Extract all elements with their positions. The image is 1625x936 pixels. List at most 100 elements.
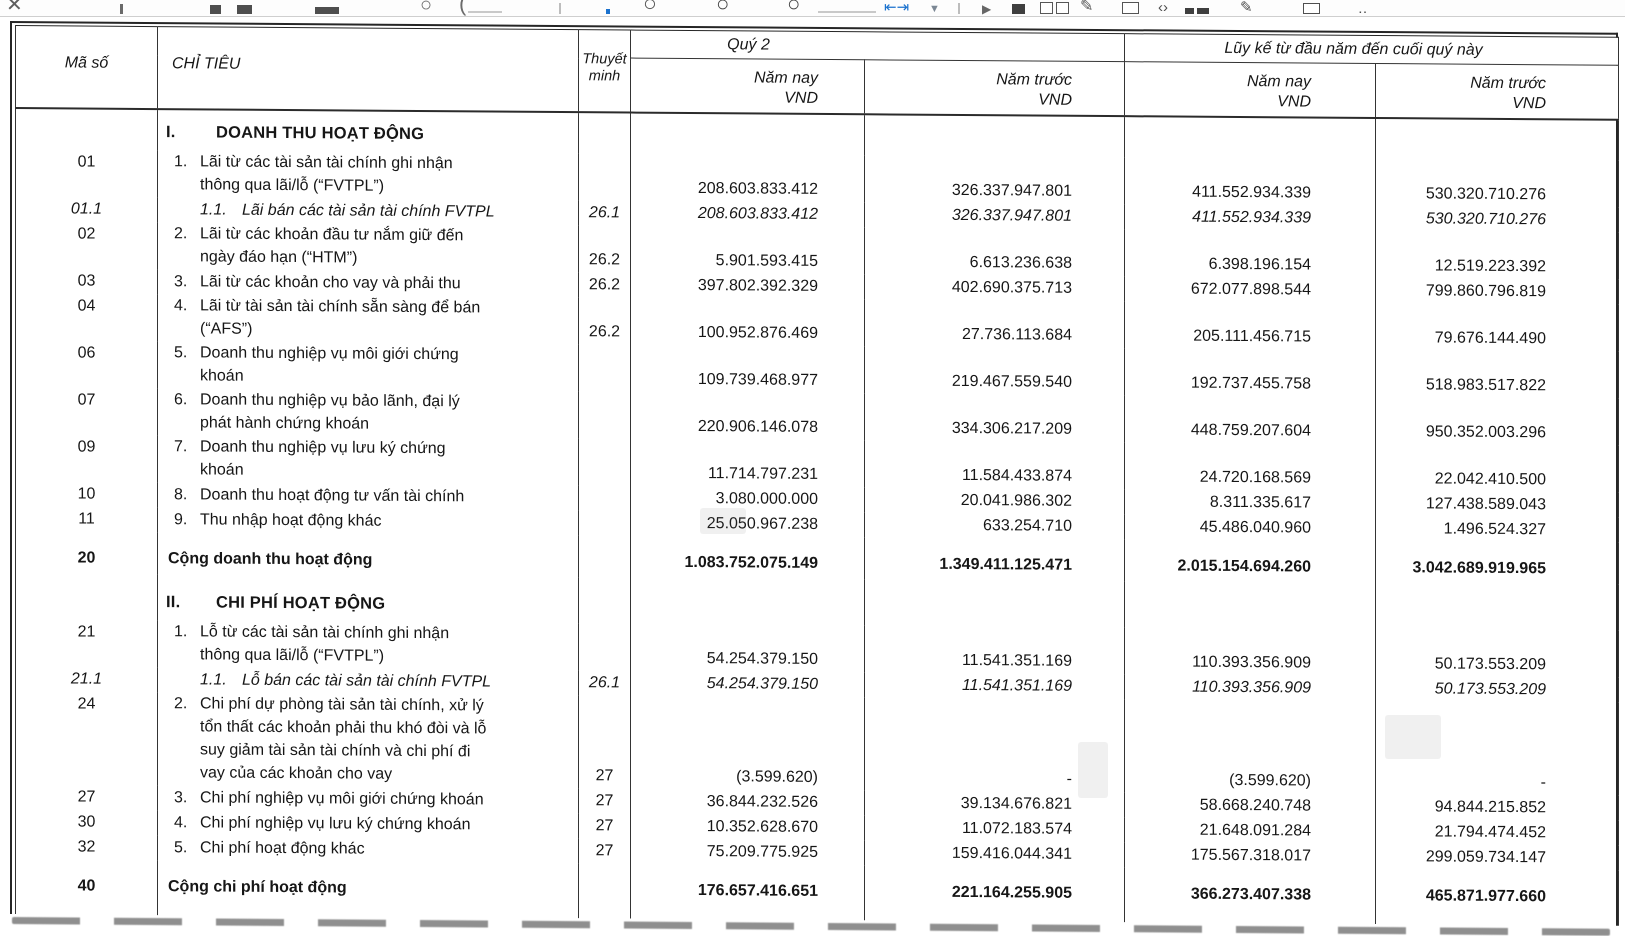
cell-ytd-prior-year: 518.983.517.822 bbox=[1375, 350, 1619, 399]
sync-icon[interactable]: ○ bbox=[787, 0, 801, 16]
row-label: 5. Chi phí hoạt động khác bbox=[157, 835, 579, 864]
info-dot-icon[interactable] bbox=[606, 9, 610, 14]
caret-down-icon[interactable]: ▼ bbox=[929, 3, 940, 15]
pages-icon[interactable] bbox=[1040, 2, 1053, 14]
dots-icon[interactable]: ‥ bbox=[1358, 0, 1368, 16]
col-header-label: Năm nay bbox=[1246, 73, 1311, 91]
row-note bbox=[578, 391, 631, 439]
pair-marks-icon[interactable] bbox=[1185, 8, 1194, 14]
cell-ytd-prior-year: 21.794.474.452 bbox=[1375, 819, 1619, 846]
currency-label: VND bbox=[784, 89, 818, 107]
frame-icon[interactable] bbox=[1303, 3, 1320, 14]
history-icon[interactable]: ○ bbox=[420, 0, 433, 16]
row-code: 27 bbox=[15, 784, 158, 811]
highlighter-icon[interactable] bbox=[315, 7, 339, 14]
fit-width-icon[interactable]: ⇤⇥ bbox=[884, 0, 910, 16]
cell-q2-current-year: 100.952.876.469 bbox=[630, 297, 865, 347]
row-label: 3. Chi phí nghiệp vụ môi giới chứng khoán bbox=[157, 785, 579, 814]
cell-ytd-current-year: 2.015.154.694.260 bbox=[1124, 539, 1376, 584]
toolbar-divider bbox=[958, 3, 960, 14]
row-note: 27 bbox=[578, 813, 631, 839]
cell-q2-current-year: 5.901.593.415 bbox=[630, 225, 865, 275]
cell-ytd-current-year: 110.393.356.909 bbox=[1124, 674, 1376, 702]
cell-ytd-current-year: 8.311.335.617 bbox=[1124, 489, 1376, 517]
cell-q2-current-year: 54.254.379.150 bbox=[630, 670, 865, 698]
row-note bbox=[578, 577, 631, 624]
cell-ytd-prior-year: 299.059.734.147 bbox=[1375, 844, 1619, 871]
row-code: 40 bbox=[15, 859, 158, 916]
statement-table-frame: Mã số CHỈ TIÊU Thuyết minh Quý 2 Lũy kế … bbox=[10, 21, 1619, 926]
row-code: 03 bbox=[15, 268, 158, 295]
copy-icon[interactable] bbox=[210, 5, 221, 14]
row-label: 2. Chi phí dự phòng tài sản tài chính, xử… bbox=[157, 692, 579, 789]
cell-q2-current-year bbox=[630, 577, 865, 626]
cell-q2-prior-year: 219.467.559.540 bbox=[864, 346, 1125, 396]
row-code: 09 bbox=[15, 434, 158, 483]
signature-icon[interactable]: ✎ bbox=[1240, 0, 1253, 16]
pair-marks-icon[interactable] bbox=[1197, 8, 1209, 14]
row-label: 1.1. Lãi bán các tài sản tài chính FVTPL bbox=[157, 197, 579, 226]
scissors-icon[interactable]: ✕ bbox=[6, 0, 23, 16]
row-code: 24 bbox=[15, 691, 158, 786]
flag-icon[interactable] bbox=[120, 4, 123, 14]
row-number-prefix: 1. bbox=[174, 623, 188, 641]
col-header-q2-current: Năm nay VND bbox=[630, 58, 865, 115]
cell-q2-current-year: 397.802.392.329 bbox=[630, 272, 865, 300]
row-code: 06 bbox=[15, 340, 158, 389]
chevrons-icon[interactable]: ‹› bbox=[1158, 0, 1168, 16]
monitor-icon[interactable] bbox=[1122, 2, 1139, 14]
row-label: I. DOANH THU HOẠT ĐỘNG bbox=[157, 109, 579, 154]
row-number-prefix: 4. bbox=[174, 814, 188, 832]
row-code: 01.1 bbox=[15, 196, 158, 223]
row-number-prefix: 3. bbox=[174, 273, 188, 291]
row-number-prefix: 9. bbox=[174, 511, 188, 529]
group-header-ytd: Lũy kế từ đầu năm đến cuối quý này bbox=[1124, 33, 1619, 66]
row-label: 7. Doanh thu nghiệp vụ lưu ký chứng khoán bbox=[157, 435, 579, 486]
paste-icon[interactable] bbox=[237, 5, 252, 14]
cell-ytd-prior-year: 799.860.796.819 bbox=[1375, 278, 1619, 305]
page-field-underline bbox=[818, 11, 876, 13]
redo-icon[interactable]: ○ bbox=[716, 0, 730, 16]
play-icon[interactable]: ▶ bbox=[982, 2, 992, 16]
currency-label: VND bbox=[1277, 93, 1311, 111]
scan-artifact bbox=[1078, 742, 1108, 798]
row-label: Cộng chi phí hoạt động bbox=[157, 860, 579, 919]
undo-icon[interactable]: ( bbox=[459, 0, 467, 16]
cell-q2-current-year: 109.739.468.977 bbox=[630, 344, 865, 394]
col-header-thuyet-minh: Thuyết minh bbox=[578, 29, 631, 113]
row-number-prefix: 2. bbox=[174, 225, 188, 243]
edit-page-icon[interactable]: ✎ bbox=[1080, 0, 1094, 15]
cell-q2-current-year: 54.254.379.150 bbox=[630, 623, 865, 673]
refresh-icon[interactable]: ○ bbox=[643, 0, 657, 16]
row-note bbox=[578, 623, 631, 671]
row-label: 4. Chi phí nghiệp vụ lưu ký chứng khoán bbox=[157, 810, 579, 839]
cell-q2-current-year: 36.844.232.526 bbox=[630, 788, 865, 816]
cell-ytd-current-year: 6.398.196.154 bbox=[1124, 229, 1376, 279]
cell-q2-current-year: 10.352.628.670 bbox=[630, 813, 865, 841]
row-label: 5. Doanh thu nghiệp vụ môi giới chứng khoá… bbox=[157, 341, 579, 392]
row-label: 3. Lãi từ các khoản cho vay và phải thu bbox=[157, 269, 579, 298]
cell-q2-current-year: 75.209.775.925 bbox=[630, 838, 865, 866]
row-note: 26.2 bbox=[578, 225, 631, 273]
cell-ytd-current-year: 448.759.207.604 bbox=[1124, 395, 1376, 445]
cell-q2-current-year: 1.083.752.075.149 bbox=[630, 535, 865, 580]
cell-q2-prior-year: 334.306.217.209 bbox=[864, 393, 1125, 443]
row-number-prefix: 5. bbox=[174, 839, 188, 857]
row-label: 2. Lãi từ các khoản đầu tư nắm giữ đến ngà… bbox=[157, 222, 579, 273]
cell-ytd-prior-year: 530.320.710.276 bbox=[1375, 159, 1619, 208]
row-number-prefix: 8. bbox=[174, 486, 188, 504]
row-note: 26.2 bbox=[578, 297, 631, 345]
cell-q2-prior-year: 11.541.351.169 bbox=[864, 672, 1125, 700]
cell-q2-current-year: 220.906.146.078 bbox=[630, 391, 865, 441]
cell-q2-prior-year: 326.337.947.801 bbox=[864, 202, 1125, 230]
row-number-prefix: 5. bbox=[174, 344, 188, 362]
row-number-prefix: 1.1. bbox=[200, 201, 227, 219]
stop-icon[interactable] bbox=[1012, 4, 1025, 14]
cell-ytd-current-year: (3.599.620) bbox=[1124, 699, 1376, 795]
cell-q2-prior-year: 221.164.255.905 bbox=[864, 865, 1125, 923]
row-number-prefix: 4. bbox=[174, 297, 188, 315]
cell-ytd-current-year: 411.552.934.339 bbox=[1124, 157, 1376, 207]
pages-icon[interactable] bbox=[1056, 2, 1069, 14]
cell-ytd-prior-year: 1.496.524.327 bbox=[1375, 516, 1619, 543]
cell-q2-prior-year bbox=[864, 114, 1125, 158]
